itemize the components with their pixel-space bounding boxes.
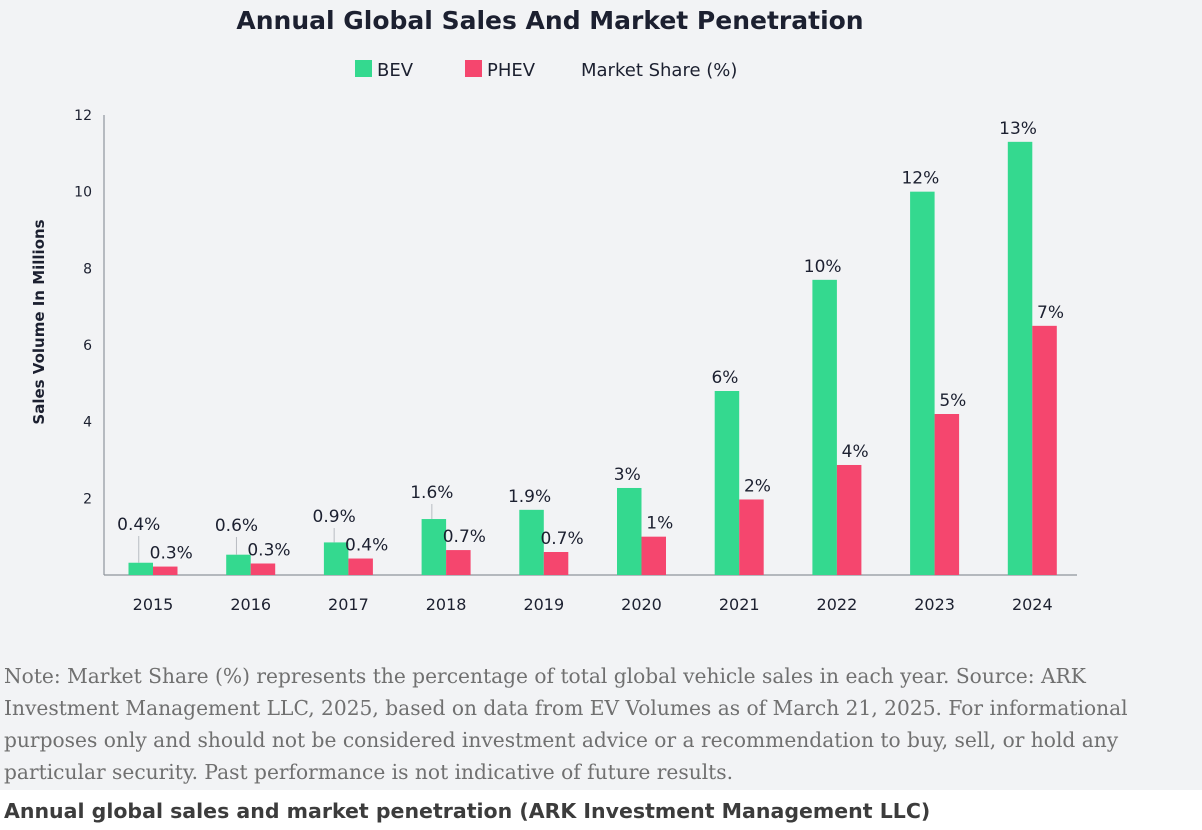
x-tick-label: 2016 — [230, 595, 271, 614]
bar-phev — [250, 563, 276, 575]
x-tick-label: 2020 — [621, 595, 662, 614]
data-label-bev: 0.4% — [117, 515, 160, 535]
figure-caption: Annual global sales and market penetrati… — [4, 799, 931, 823]
legend-phev-swatch — [465, 60, 482, 77]
chart-title: Annual Global Sales And Market Penetrati… — [236, 6, 863, 35]
y-tick-label: 2 — [83, 491, 92, 507]
legend-bev-label: BEV — [377, 60, 414, 81]
x-tick-label: 2023 — [914, 595, 955, 614]
bar-phev — [153, 566, 178, 575]
data-label-phev: 0.3% — [247, 541, 290, 561]
legend: BEV PHEV Market Share (%) — [355, 60, 737, 81]
x-tick-label: 2019 — [523, 595, 564, 614]
bar-bev — [519, 509, 544, 575]
data-label-phev: 4% — [842, 442, 869, 462]
data-label-phev: 2% — [744, 476, 771, 496]
bar-phev — [348, 558, 373, 575]
bar-phev — [739, 499, 764, 575]
data-label-bev: 3% — [614, 465, 641, 485]
bar-bev — [1007, 141, 1033, 576]
y-tick-label: 4 — [83, 415, 92, 431]
data-label-phev: 5% — [939, 391, 966, 411]
y-axis: 2 4 6 8 10 12 — [74, 108, 92, 507]
bar-phev — [836, 464, 862, 575]
bar-bev — [323, 542, 349, 575]
bar-bev — [714, 391, 740, 575]
bar-phev — [1032, 325, 1057, 575]
data-label-bev: 12% — [901, 169, 939, 189]
x-axis: 2015 2016 2017 2018 2019 2020 2021 2022 2023 2024 — [133, 595, 1053, 614]
data-label-phev: 0.7% — [540, 529, 583, 549]
bar-bev — [128, 562, 153, 575]
bar-phev — [641, 536, 666, 575]
x-tick-label: 2024 — [1012, 595, 1053, 614]
data-label-bev: 1.9% — [508, 487, 551, 507]
legend-phev-label: PHEV — [487, 60, 536, 81]
bar-phev — [934, 414, 960, 575]
x-tick-label: 2022 — [817, 595, 858, 614]
legend-bev-swatch — [355, 60, 372, 77]
bar-phev — [446, 550, 471, 575]
y-tick-label: 6 — [83, 338, 92, 354]
data-label-phev: 7% — [1037, 303, 1064, 323]
chart: Annual Global Sales And Market Penetrati… — [30, 6, 1077, 614]
data-label-phev: 0.7% — [443, 527, 486, 547]
x-tick-label: 2021 — [719, 595, 760, 614]
x-tick-label: 2015 — [133, 595, 174, 614]
data-label-bev: 6% — [711, 368, 738, 388]
x-tick-label: 2018 — [426, 595, 467, 614]
bar-bev — [226, 554, 251, 575]
chart-panel: Annual Global Sales And Market Penetrati… — [0, 0, 1202, 790]
bar-bev — [910, 191, 935, 575]
bar-bev — [812, 279, 837, 575]
data-label-phev: 0.4% — [345, 536, 388, 556]
bar-phev — [543, 552, 569, 575]
data-label-phev: 1% — [646, 514, 673, 534]
data-label-bev: 10% — [804, 257, 842, 277]
y-tick-label: 10 — [74, 185, 92, 201]
data-label-bev: 13% — [999, 119, 1037, 139]
y-axis-label: Sales Volume In Millions — [30, 219, 48, 424]
bar-bev — [617, 487, 642, 575]
data-label-bev: 0.6% — [215, 516, 258, 536]
legend-market-share-label: Market Share (%) — [581, 60, 737, 81]
bars: 0.4% 0.3% 0.6% 0.3% 0.9% 0.4% 1.6% 0.7% 1.9% 0.7%… — [117, 119, 1064, 576]
data-label-bev: 0.9% — [313, 507, 356, 527]
x-tick-label: 2017 — [328, 595, 369, 614]
y-tick-label: 12 — [74, 108, 92, 124]
data-label-phev: 0.3% — [150, 544, 193, 564]
data-label-bev: 1.6% — [410, 483, 453, 503]
y-tick-label: 8 — [83, 261, 92, 277]
footnote: Note: Market Share (%) represents the pe… — [4, 664, 1128, 784]
bar-bev — [421, 519, 447, 575]
